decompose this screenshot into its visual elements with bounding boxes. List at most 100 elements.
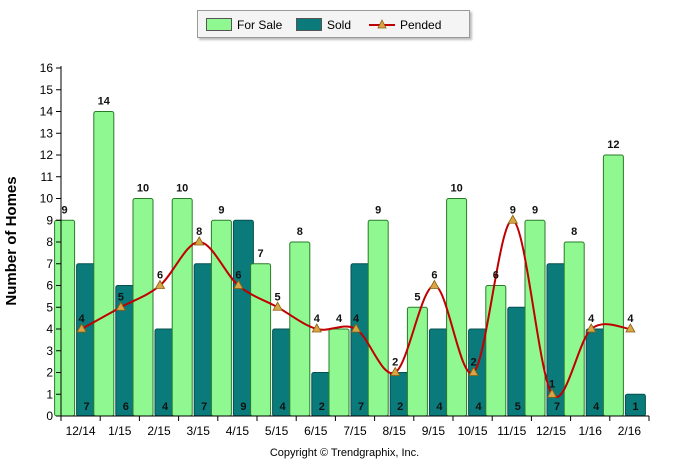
label-sold: 5 xyxy=(515,401,521,413)
label-pended: 6 xyxy=(157,270,163,282)
label-sold: 2 xyxy=(319,401,325,413)
legend-label-pended: Pended xyxy=(400,17,442,32)
y-tick-label: 11 xyxy=(41,170,54,184)
y-axis-label: Number of Homes xyxy=(3,176,20,306)
label-sold: 4 xyxy=(162,401,169,413)
label-sold: 7 xyxy=(554,401,560,413)
label-sold: 4 xyxy=(436,401,443,413)
pended-marker xyxy=(311,323,322,333)
bar-for-sale xyxy=(54,219,76,417)
label-pended: 6 xyxy=(431,270,437,282)
legend-swatch-sold xyxy=(296,18,322,31)
pended-marker xyxy=(76,323,87,333)
pended-marker xyxy=(233,279,244,289)
label-for-sale: 9 xyxy=(375,204,381,216)
pended-marker xyxy=(507,214,518,224)
label-pended: 4 xyxy=(314,313,321,325)
legend-label-for-sale: For Sale xyxy=(237,17,283,32)
label-sold: 4 xyxy=(593,401,600,413)
label-for-sale: 4 xyxy=(336,313,343,325)
label-pended: 5 xyxy=(118,291,124,303)
legend-line-pended-icon xyxy=(369,19,395,29)
x-tick-label: 5/15 xyxy=(265,424,289,438)
label-pended: 8 xyxy=(196,226,202,238)
label-sold: 7 xyxy=(201,401,207,413)
label-sold: 2 xyxy=(397,401,403,413)
label-sold: 7 xyxy=(358,401,364,413)
label-for-sale: 10 xyxy=(176,183,188,195)
y-tick-label: 9 xyxy=(46,213,53,227)
x-tick-label: 2/15 xyxy=(147,424,171,438)
bar-for-sale xyxy=(563,241,585,417)
pended-marker xyxy=(350,323,362,333)
label-sold: 4 xyxy=(476,401,483,413)
y-tick-label: 1 xyxy=(46,387,53,401)
x-tick-label: 2/16 xyxy=(618,424,642,438)
x-tick-label: 6/15 xyxy=(304,424,328,438)
label-pended: 9 xyxy=(510,204,516,216)
bar-for-sale xyxy=(210,219,232,417)
legend-item-for-sale: For Sale xyxy=(206,17,282,32)
label-pended: 4 xyxy=(353,313,360,325)
x-tick-label: 3/15 xyxy=(187,424,211,438)
label-for-sale: 10 xyxy=(137,183,149,195)
label-for-sale: 5 xyxy=(414,291,420,303)
label-for-sale: 9 xyxy=(62,204,68,216)
bar-for-sale xyxy=(93,111,115,417)
label-sold: 7 xyxy=(84,401,90,413)
label-for-sale: 8 xyxy=(297,226,303,238)
label-pended: 4 xyxy=(79,313,86,325)
label-pended: 2 xyxy=(392,357,398,369)
pended-line-group xyxy=(76,214,636,399)
y-tick-label: 0 xyxy=(46,409,53,423)
y-tick-label: 13 xyxy=(40,126,54,140)
y-tick-label: 5 xyxy=(46,300,53,314)
bars xyxy=(54,111,646,417)
x-tick-label: 10/15 xyxy=(458,424,488,438)
label-pended: 6 xyxy=(235,270,241,282)
y-tick-label: 16 xyxy=(40,61,54,75)
bar-for-sale xyxy=(406,306,428,417)
x-tick-label: 7/15 xyxy=(343,424,367,438)
label-sold: 6 xyxy=(123,401,129,413)
pended-marker xyxy=(586,323,597,333)
bar-for-sale xyxy=(328,328,350,417)
pended-marker xyxy=(468,366,479,376)
legend-item-sold: Sold xyxy=(296,17,351,32)
label-for-sale: 10 xyxy=(450,183,462,195)
pended-marker xyxy=(194,236,205,246)
pended-marker xyxy=(625,323,636,333)
bar-for-sale xyxy=(171,198,193,417)
y-tick-label: 7 xyxy=(46,257,53,271)
bar-for-sale xyxy=(289,241,311,417)
label-for-sale: 12 xyxy=(607,139,619,151)
label-for-sale: 14 xyxy=(98,96,111,108)
y-tick-label: 10 xyxy=(40,192,54,206)
y-tick-label: 14 xyxy=(40,105,54,119)
y-tick-label: 4 xyxy=(46,322,53,336)
bar-for-sale xyxy=(446,198,468,417)
pended-marker xyxy=(429,279,440,289)
legend-label-sold: Sold xyxy=(327,17,352,32)
x-tick-label: 9/15 xyxy=(422,424,446,438)
x-tick-label: 1/15 xyxy=(108,424,132,438)
label-sold: 4 xyxy=(280,401,287,413)
pended-marker xyxy=(390,366,401,376)
x-tick-label: 8/15 xyxy=(383,424,407,438)
label-sold: 1 xyxy=(632,401,638,413)
bar-for-sale xyxy=(367,219,389,417)
y-tick-label: 3 xyxy=(46,344,53,358)
x-tick-label: 12/14 xyxy=(66,424,96,438)
legend-item-pended: Pended xyxy=(369,17,441,32)
label-sold: 9 xyxy=(240,401,246,413)
x-tick-label: 11/15 xyxy=(497,424,526,438)
legend-swatch-for-sale xyxy=(206,18,232,31)
label-for-sale: 9 xyxy=(532,204,538,216)
pended-marker xyxy=(272,301,283,311)
x-tick-label: 1/16 xyxy=(579,424,603,438)
pended-marker xyxy=(546,388,558,398)
x-tick-label: 12/15 xyxy=(536,424,566,438)
